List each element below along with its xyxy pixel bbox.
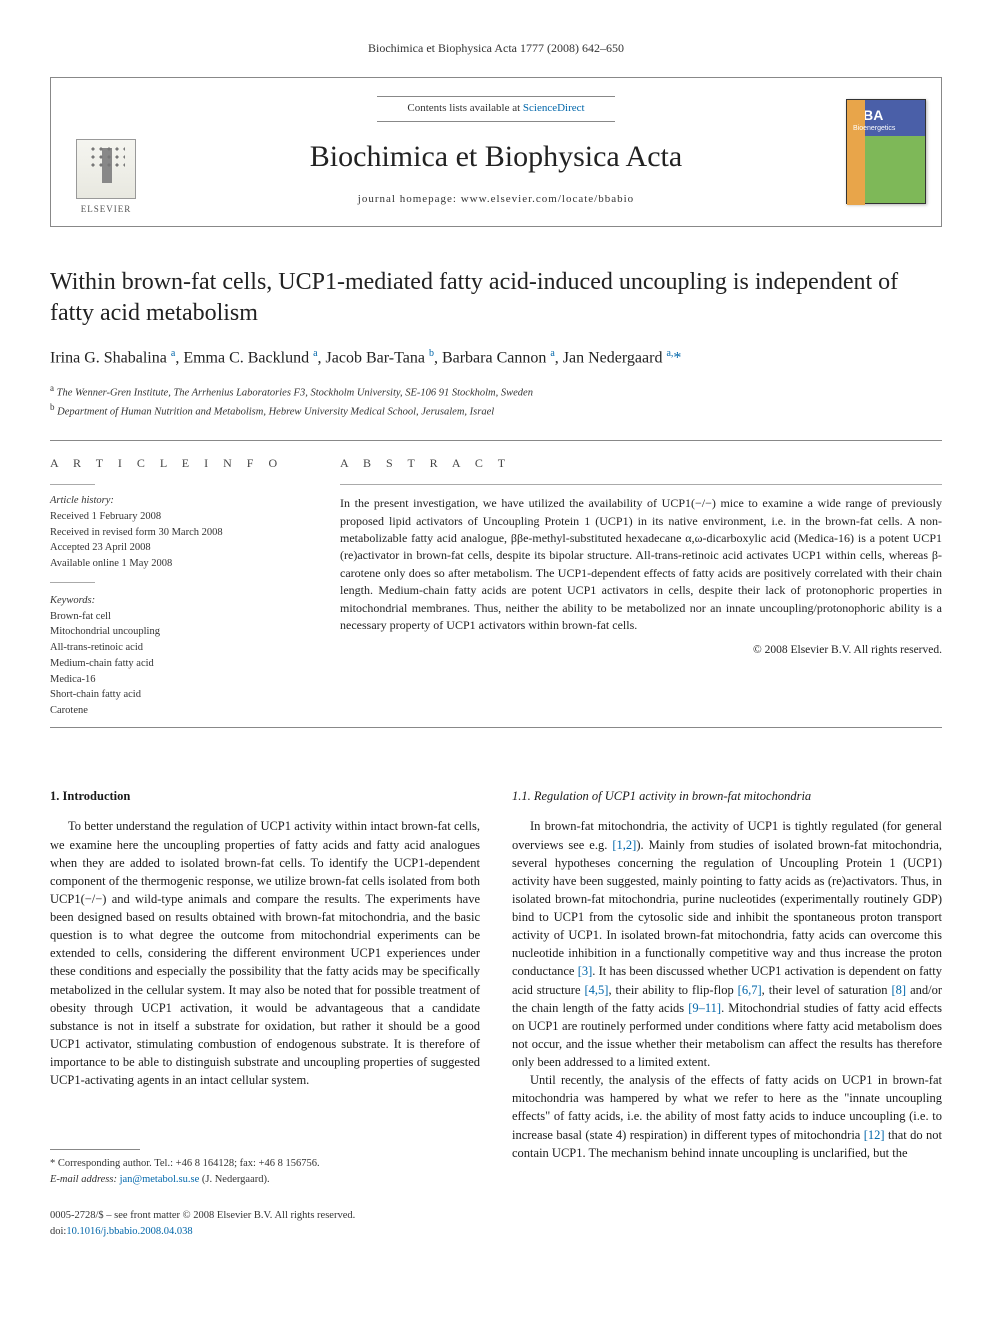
abstract-copyright: © 2008 Elsevier B.V. All rights reserved… xyxy=(340,642,942,658)
article-history: Article history: Received 1 February 200… xyxy=(50,493,300,719)
email-label: E-mail address: xyxy=(50,1174,120,1185)
info-abstract-row: A R T I C L E I N F O Article history: R… xyxy=(50,455,942,719)
body-paragraph: In brown-fat mitochondria, the activity … xyxy=(512,817,942,1071)
abstract-rule xyxy=(340,484,942,485)
journal-cover-thumb xyxy=(846,99,926,204)
article-info-column: A R T I C L E I N F O Article history: R… xyxy=(50,455,300,719)
keyword: Mitochondrial uncoupling xyxy=(50,624,300,640)
corresponding-footer: * Corresponding author. Tel.: +46 8 1641… xyxy=(50,1149,480,1239)
abstract-heading: A B S T R A C T xyxy=(340,455,942,472)
subsection-heading: 1.1. Regulation of UCP1 activity in brow… xyxy=(512,788,942,806)
cover-thumb-block xyxy=(831,78,941,226)
cover-stripe xyxy=(847,100,865,205)
contents-prefix: Contents lists available at xyxy=(407,102,522,114)
corresponding-author: * Corresponding author. Tel.: +46 8 1641… xyxy=(50,1156,480,1172)
front-matter: 0005-2728/$ – see front matter © 2008 El… xyxy=(50,1208,480,1224)
masthead: ELSEVIER Contents lists available at Sci… xyxy=(50,77,942,227)
corresponding-email-line: E-mail address: jan@metabol.su.se (J. Ne… xyxy=(50,1172,480,1188)
doi-link[interactable]: 10.1016/j.bbabio.2008.04.038 xyxy=(66,1226,192,1237)
keyword: Brown-fat cell xyxy=(50,609,300,625)
keyword: Carotene xyxy=(50,703,300,719)
divider xyxy=(50,440,942,441)
masthead-center: Contents lists available at ScienceDirec… xyxy=(161,78,831,226)
history-label: Article history: xyxy=(50,493,300,509)
keywords-label: Keywords: xyxy=(50,593,300,609)
email-link[interactable]: jan@metabol.su.se xyxy=(120,1174,200,1185)
section-heading: 1. Introduction xyxy=(50,788,480,806)
article-title: Within brown-fat cells, UCP1-mediated fa… xyxy=(50,267,942,329)
history-line: Received 1 February 2008 xyxy=(50,509,300,525)
citation-link[interactable]: [6,7] xyxy=(738,983,762,997)
body-left-column: 1. Introduction To better understand the… xyxy=(50,788,480,1239)
info-rule xyxy=(50,582,95,583)
citation-link[interactable]: [9–11] xyxy=(688,1001,721,1015)
history-line: Accepted 23 April 2008 xyxy=(50,540,300,556)
author-list: Irina G. Shabalina a, Emma C. Backlund a… xyxy=(50,347,942,370)
keyword: Medica-16 xyxy=(50,672,300,688)
body-right-column: 1.1. Regulation of UCP1 activity in brow… xyxy=(512,788,942,1239)
abstract-text: In the present investigation, we have ut… xyxy=(340,495,942,634)
citation-link[interactable]: [3] xyxy=(578,964,593,978)
publisher-logo-block: ELSEVIER xyxy=(51,78,161,226)
affiliation: b Department of Human Nutrition and Meta… xyxy=(50,401,942,420)
publisher-name: ELSEVIER xyxy=(81,203,132,216)
citation-link[interactable]: [8] xyxy=(892,983,907,997)
affiliations: a The Wenner-Gren Institute, The Arrheni… xyxy=(50,382,942,421)
doi-label: doi: xyxy=(50,1226,66,1237)
citation-link[interactable]: [4,5] xyxy=(585,983,609,997)
keyword: Medium-chain fatty acid xyxy=(50,656,300,672)
abstract-column: A B S T R A C T In the present investiga… xyxy=(340,455,942,719)
affiliation: a The Wenner-Gren Institute, The Arrheni… xyxy=(50,382,942,401)
contents-line: Contents lists available at ScienceDirec… xyxy=(377,96,614,121)
journal-name: Biochimica et Biophysica Acta xyxy=(310,136,682,178)
elsevier-logo: ELSEVIER xyxy=(66,126,146,216)
elsevier-tree-icon xyxy=(76,139,136,199)
article-info-heading: A R T I C L E I N F O xyxy=(50,455,300,472)
divider xyxy=(50,727,942,728)
journal-homepage: journal homepage: www.elsevier.com/locat… xyxy=(358,192,634,207)
keyword: All-trans-retinoic acid xyxy=(50,640,300,656)
history-line: Available online 1 May 2008 xyxy=(50,556,300,572)
body-paragraph: Until recently, the analysis of the effe… xyxy=(512,1071,942,1162)
email-suffix: (J. Nedergaard). xyxy=(199,1174,269,1185)
body-paragraph: To better understand the regulation of U… xyxy=(50,817,480,1089)
footer-rule xyxy=(50,1149,140,1150)
body-two-column: 1. Introduction To better understand the… xyxy=(50,788,942,1239)
history-line: Received in revised form 30 March 2008 xyxy=(50,525,300,541)
keyword: Short-chain fatty acid xyxy=(50,687,300,703)
citation-link[interactable]: [12] xyxy=(864,1128,885,1142)
info-rule xyxy=(50,484,95,485)
doi-line: doi:10.1016/j.bbabio.2008.04.038 xyxy=(50,1224,480,1240)
citation-link[interactable]: [1,2] xyxy=(612,838,636,852)
running-header: Biochimica et Biophysica Acta 1777 (2008… xyxy=(50,40,942,57)
sciencedirect-link[interactable]: ScienceDirect xyxy=(523,102,585,114)
